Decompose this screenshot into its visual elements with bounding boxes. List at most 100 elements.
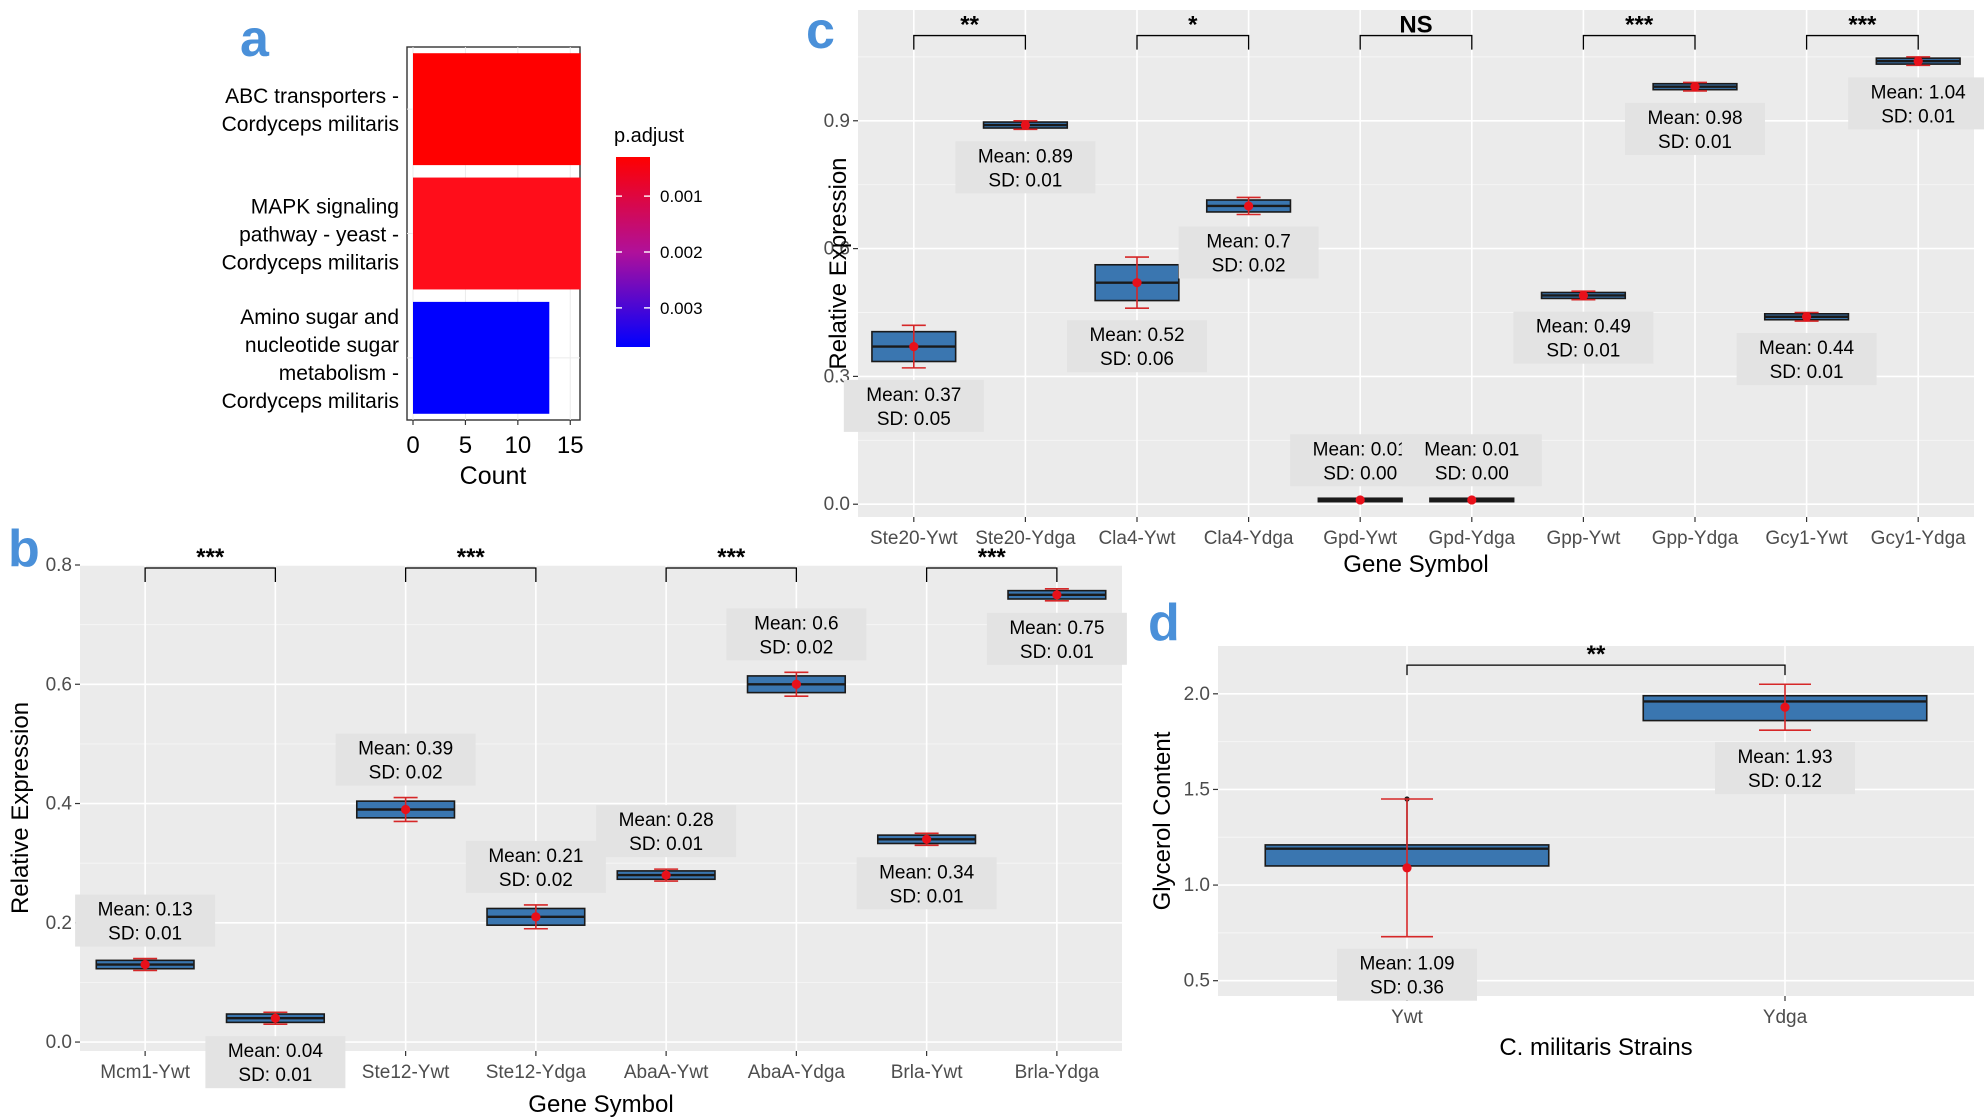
category-label: MAPK signaling: [251, 196, 399, 219]
y-tick-label: 2.0: [1184, 684, 1210, 705]
mean-label: Mean: 1.09: [1359, 954, 1454, 975]
y-axis-title: Glycerol Content: [1149, 731, 1176, 910]
mean-point: [1402, 863, 1412, 873]
mean-label: Mean: 0.6: [754, 613, 839, 634]
mean-sd-label-bg: [856, 857, 997, 910]
mean-sd-label-bg: [205, 1036, 346, 1089]
y-tick-label: 0.3: [824, 366, 850, 387]
y-tick-label: 0.0: [46, 1032, 72, 1053]
sd-label: SD: 0.01: [1020, 642, 1094, 663]
significance-bracket: [913, 34, 1027, 50]
sd-label: SD: 0.02: [759, 637, 833, 658]
sd-label: SD: 0.01: [238, 1065, 312, 1086]
x-tick-label: Cla4-Ydga: [1204, 528, 1294, 549]
sd-label: SD: 0.02: [499, 870, 573, 891]
mean-label: Mean: 0.7: [1206, 232, 1291, 253]
mean-sd-label-bg: [1178, 226, 1319, 279]
mean-point: [1780, 702, 1790, 712]
mean-point: [1913, 56, 1923, 66]
panel-d-letter: d: [1148, 594, 1180, 652]
mean-sd-label-bg: [1067, 320, 1207, 373]
mean-label: Mean: 0.04: [228, 1041, 323, 1062]
y-tick-label: 0.5: [1184, 971, 1210, 992]
mean-label: Mean: 0.89: [978, 146, 1073, 167]
significance-bracket: [144, 567, 277, 582]
y-tick-label: 0.6: [824, 239, 850, 260]
mean-point: [1802, 312, 1812, 322]
mean-sd-label-bg: [843, 379, 984, 432]
y-tick-label: 1.0: [1184, 875, 1210, 896]
mean-label: Mean: 0.98: [1647, 108, 1742, 129]
significance-bracket: [1406, 664, 1786, 676]
significance-label: **: [960, 12, 979, 39]
mean-point: [1355, 495, 1365, 505]
x-tick-label: Ydga: [1763, 1007, 1808, 1028]
x-tick-label: AbaA-Ydga: [748, 1062, 846, 1083]
mean-sd-label-bg: [465, 840, 606, 893]
x-tick-label: Brla-Ydga: [1015, 1062, 1100, 1083]
sd-label: SD: 0.01: [1658, 132, 1732, 153]
category-label: Cordyceps militaris: [222, 113, 399, 136]
category-label: Cordyceps militaris: [222, 390, 399, 413]
category-label: metabolism -: [279, 362, 399, 385]
significance-label: ***: [1848, 12, 1877, 39]
x-tick-label: AbaA-Ywt: [624, 1062, 709, 1083]
sd-label: SD: 0.01: [1881, 106, 1955, 127]
x-tick-label: Mcm1-Ywt: [100, 1062, 190, 1083]
significance-bracket: [1359, 34, 1473, 50]
significance-bracket: [1136, 34, 1250, 50]
panel-b-letter: b: [8, 520, 40, 578]
mean-label: Mean: 1.04: [1871, 82, 1966, 103]
mean-label: Mean: 0.75: [1009, 618, 1104, 639]
mean-sd-label-bg: [1513, 311, 1654, 364]
mean-point: [140, 959, 150, 970]
legend-tick-label: 0.001: [660, 187, 703, 206]
x-tick-label: Gpd-Ywt: [1323, 528, 1398, 549]
mean-point: [270, 1013, 280, 1023]
bar: [413, 177, 581, 290]
significance-label: **: [1587, 641, 1606, 668]
sd-label: SD: 0.05: [877, 409, 951, 430]
panel-d-glycerol-boxplot: 0.5 1.0 1.5 2.0 Ywt Ydga C. militaris Strains G…: [1149, 641, 1974, 1061]
mean-label: Mean: 0.52: [1089, 325, 1184, 346]
y-tick-label: 0.2: [46, 913, 72, 934]
sd-label: SD: 0.00: [1435, 463, 1509, 484]
mean-point: [791, 679, 801, 689]
mean-point: [922, 834, 932, 844]
mean-point: [1052, 590, 1062, 600]
mean-label: Mean: 0.01: [1424, 439, 1519, 460]
legend-tick-label: 0.002: [660, 243, 703, 262]
significance-label: ***: [196, 544, 225, 571]
mean-sd-label-bg: [1337, 948, 1477, 1001]
significance-bracket: [665, 567, 798, 582]
sd-label: SD: 0.01: [890, 886, 964, 907]
category-label: Amino sugar and: [240, 306, 399, 329]
x-tick-label: Ste12-Ydga: [486, 1062, 587, 1083]
mean-sd-label-bg: [596, 805, 737, 858]
mean-label: Mean: 0.37: [866, 385, 961, 406]
bar: [413, 53, 581, 166]
mean-label: Mean: 0.13: [98, 900, 193, 921]
panel-a-enrichment-barchart: ABC transporters - Cordyceps militaris MAP…: [222, 46, 703, 490]
x-tick-label: 0: [406, 432, 419, 459]
sd-label: SD: 0.00: [1323, 463, 1397, 484]
mean-sd-label-bg: [75, 894, 216, 947]
significance-bracket: [925, 567, 1058, 582]
mean-label: Mean: 0.21: [488, 846, 583, 867]
y-axis-title: Relative Expression: [825, 157, 852, 369]
mean-point: [661, 870, 671, 880]
mean-point: [531, 912, 541, 922]
y-tick-label: 0.6: [46, 674, 72, 695]
significance-label: ***: [978, 544, 1007, 571]
significance-bracket: [404, 567, 537, 582]
sd-label: SD: 0.01: [629, 834, 703, 855]
y-tick-label: 0.4: [46, 794, 73, 815]
significance-bracket: [1805, 34, 1919, 50]
x-axis-title: Gene Symbol: [528, 1091, 673, 1118]
legend-tick-label: 0.003: [660, 299, 703, 318]
y-axis-title: Relative Expression: [7, 702, 34, 914]
mean-point: [909, 341, 919, 352]
x-tick-label: Gcy1-Ydga: [1871, 528, 1966, 549]
sd-label: SD: 0.12: [1748, 771, 1822, 792]
